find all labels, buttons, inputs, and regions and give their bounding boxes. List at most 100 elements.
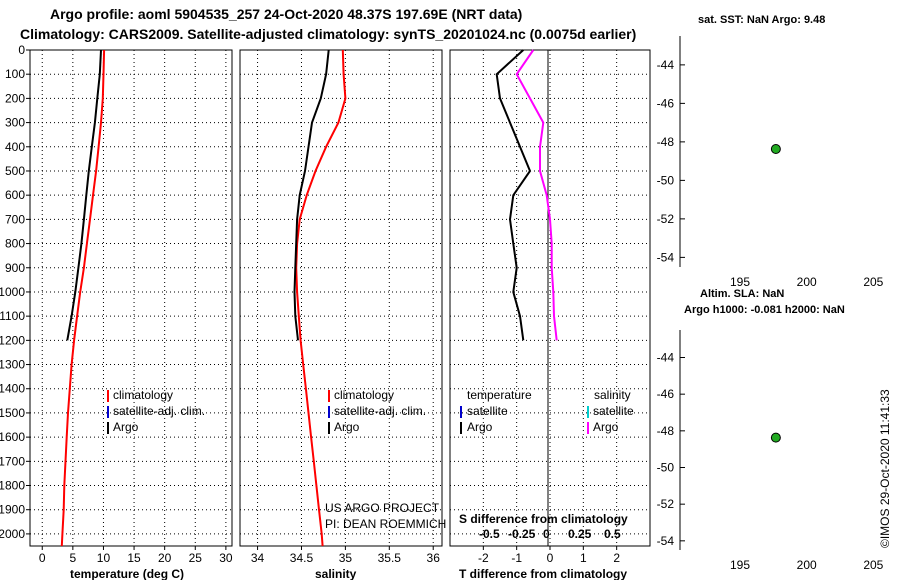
salinity-legend: climatology satellite-adj. clim. Argo <box>328 388 426 434</box>
y-tick-label: 800 <box>5 237 25 251</box>
map-sla-points <box>770 432 781 443</box>
temperature-series <box>60 49 106 547</box>
legend-s-satellite: satellite <box>593 404 634 418</box>
y-tick-label: 1500 <box>0 406 25 420</box>
salinity-grid <box>240 49 442 546</box>
title-line-1: Argo profile: aoml 5904535_257 24-Oct-20… <box>50 6 522 22</box>
x-tick-label: 35.5 <box>378 551 402 565</box>
salinity-frame <box>239 49 443 547</box>
y-tick-label: -46 <box>657 387 675 401</box>
x-tick-label: 35 <box>339 551 353 565</box>
s-tick-label: -0.25 <box>508 527 536 541</box>
y-tick-label: -50 <box>657 173 675 187</box>
y-tick-label: 700 <box>5 212 25 226</box>
map-sst-title: sat. SST: NaN Argo: 9.48 <box>698 14 825 26</box>
y-tick-label: 1700 <box>0 454 25 468</box>
x-tick-label: 205 <box>863 558 883 572</box>
x-tick-label: 195 <box>730 558 750 572</box>
depth-axis: 0 100 200 300 400 500 600 700 800 900 1000 1100 1200… <box>0 43 30 541</box>
difference-legend: temperature salinity satellite Argo sate… <box>460 388 634 434</box>
argo-position-marker <box>770 143 781 154</box>
y-tick-label: 1000 <box>0 285 25 299</box>
legend-satellite: satellite-adj. clim. <box>113 404 205 418</box>
y-tick-label: -46 <box>657 96 675 110</box>
x-tick-label: -1 <box>511 551 522 565</box>
y-tick-label: 100 <box>5 67 25 81</box>
series-climatology <box>60 49 106 547</box>
y-tick-label: 1300 <box>0 358 25 372</box>
x-tick-label: 20 <box>158 551 172 565</box>
x-tick-label: 36 <box>427 551 441 565</box>
y-tick-label: 200 <box>5 91 25 105</box>
series-climatology <box>295 49 347 547</box>
title-line-2: Climatology: CARS2009. Satellite-adjuste… <box>20 26 636 42</box>
x-tick-label: 5 <box>70 551 77 565</box>
map-sla-title-1: Altim. SLA: NaN <box>700 288 784 300</box>
x-tick-label: 34 <box>251 551 265 565</box>
difference-panel: -2 -1 0 1 2 T difference from climatology S … <box>449 49 651 580</box>
y-tick-label: -52 <box>657 497 675 511</box>
series-argo-temperature <box>495 49 532 341</box>
y-tick-label: 500 <box>5 164 25 178</box>
temperature-panel: 0100200300400500600700800900100011001200… <box>0 43 233 580</box>
x-tick-label: 0 <box>547 551 554 565</box>
x-tick-label: -2 <box>478 551 489 565</box>
difference-series <box>495 49 558 341</box>
salinity-series <box>293 49 347 547</box>
y-tick-label: 600 <box>5 188 25 202</box>
legend-satellite: satellite-adj. clim. <box>334 404 426 418</box>
difference-xlabel: T difference from climatology <box>459 567 627 580</box>
x-tick-label: 195 <box>730 275 750 289</box>
y-tick-label: -50 <box>657 461 675 475</box>
difference-grid <box>450 49 650 546</box>
salinity-panel: 34 34.5 35 35.5 36 salinity climatology sate… <box>239 49 446 580</box>
legend-t-satellite: satellite <box>467 404 508 418</box>
map-sla-axes: -44 -46 -48 -50 -52 -54 195 200 205 <box>657 330 884 572</box>
legend-t-argo: Argo <box>467 420 493 434</box>
temperature-legend: climatology satellite-adj. clim. Argo <box>107 388 205 434</box>
y-tick-label: 900 <box>5 261 25 275</box>
series-argo <box>66 49 102 341</box>
legend-header-temperature: temperature <box>467 388 532 402</box>
s-tick-label: -0.5 <box>479 527 500 541</box>
credit-pi: PI: DEAN ROEMMICH <box>325 517 446 531</box>
x-tick-label: 1 <box>580 551 587 565</box>
legend-argo: Argo <box>113 420 139 434</box>
map-sla-panel: -44 -46 -48 -50 -52 -54 195 200 205 <box>657 330 884 572</box>
salinity-axis: 34 34.5 35 35.5 36 <box>251 546 440 565</box>
s-difference-ticks: -0.5 -0.25 0 0.25 0.5 <box>479 527 621 541</box>
series-argo-salinity <box>515 49 558 341</box>
y-tick-label: 1800 <box>0 479 25 493</box>
temperature-axis: 0 5 10 15 20 25 30 <box>39 546 233 565</box>
x-tick-label: 200 <box>797 558 817 572</box>
x-tick-label: 15 <box>127 551 141 565</box>
s-tick-label: 0.5 <box>604 527 621 541</box>
y-tick-label: -48 <box>657 424 675 438</box>
legend-header-salinity: salinity <box>594 388 631 402</box>
s-tick-label: 0 <box>543 527 550 541</box>
timestamp: ©IMOS 29-Oct-2020 11:41:33 <box>878 389 892 548</box>
y-tick-label: -54 <box>657 534 675 548</box>
temperature-frame <box>29 49 233 547</box>
s-difference-label: S difference from climatology <box>459 512 628 526</box>
y-tick-label: 1600 <box>0 430 25 444</box>
salinity-xlabel: salinity <box>315 567 357 580</box>
y-tick-label: 1100 <box>0 309 25 323</box>
x-tick-label: 0 <box>39 551 46 565</box>
legend-climatology: climatology <box>113 388 173 402</box>
temperature-grid <box>30 49 232 546</box>
legend-climatology: climatology <box>334 388 394 402</box>
x-tick-label: 2 <box>613 551 620 565</box>
y-tick-label: 2000 <box>0 527 25 541</box>
map-sst-axes: -44 -46 -48 -50 -52 -54 195 200 205 <box>657 36 884 289</box>
x-tick-label: 25 <box>189 551 203 565</box>
legend-s-argo: Argo <box>593 420 619 434</box>
x-tick-label: 10 <box>97 551 111 565</box>
legend-argo: Argo <box>334 420 360 434</box>
y-tick-label: -54 <box>657 250 675 264</box>
x-tick-label: 205 <box>863 275 883 289</box>
y-tick-label: 0 <box>18 43 25 57</box>
y-tick-label: 300 <box>5 116 25 130</box>
temperature-xlabel: temperature (deg C) <box>70 567 184 580</box>
x-tick-label: 200 <box>797 275 817 289</box>
